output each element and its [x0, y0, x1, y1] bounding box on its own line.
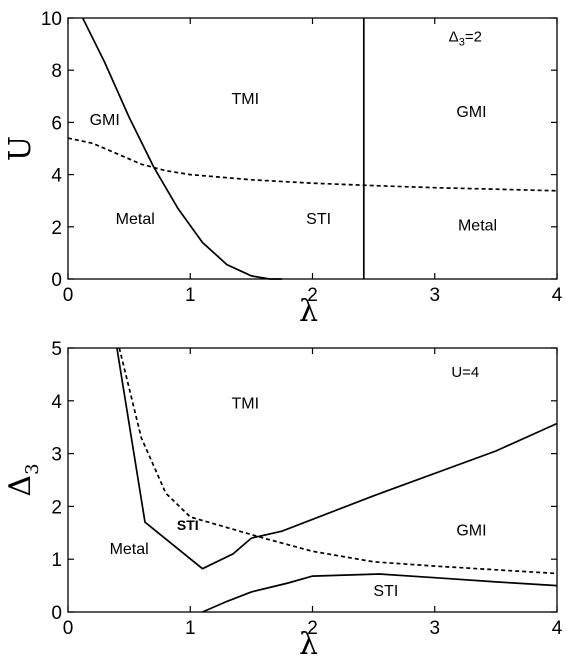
region-label-tmi: TMI [231, 91, 259, 108]
y-axis-label-main: Δ [3, 475, 38, 497]
annotation-value: =2 [465, 28, 482, 45]
annotation-main: U=4 [451, 364, 479, 381]
y-tick-label: 4 [51, 392, 62, 413]
region-label-sti: STI [373, 583, 398, 600]
y-tick-label: 6 [51, 113, 62, 134]
x-axis-label: λ [299, 294, 318, 329]
x-tick-label: 2 [307, 285, 318, 306]
phase-boundary-3-solid [202, 573, 558, 613]
x-tick-label: 1 [185, 618, 196, 639]
y-axis-label: Δ3 [3, 463, 43, 496]
phase-boundary-2-dashed [67, 137, 558, 192]
x-tick-label: 0 [63, 618, 74, 639]
y-tick-label: 5 [51, 339, 62, 360]
region-label-gmi: GMI [456, 104, 486, 121]
y-tick-label: 2 [51, 497, 62, 518]
y-axis-label-subscript: 3 [22, 463, 43, 474]
phase-boundary-1-solid [116, 347, 558, 570]
y-tick-label: 0 [51, 603, 62, 624]
region-label-gmi: GMI [456, 522, 486, 539]
x-tick-label: 4 [552, 285, 563, 306]
parameter-annotation: Δ3=2 [449, 28, 482, 48]
region-label-sti: STI [306, 211, 331, 228]
y-tick-label: 8 [51, 61, 62, 82]
x-tick-label: 3 [429, 285, 440, 306]
x-axis-label: λ [299, 627, 318, 662]
phase-boundary-1-solid [81, 17, 282, 280]
y-axis-label: U [3, 136, 38, 161]
region-label-tmi: TMI [231, 396, 259, 413]
region-label-metal: Metal [116, 211, 155, 228]
x-tick-label: 0 [63, 285, 74, 306]
x-tick-label: 1 [185, 285, 196, 306]
y-tick-label: 4 [51, 166, 62, 187]
region-label-gmi: GMI [90, 112, 120, 129]
y-tick-label: 3 [51, 445, 62, 466]
y-tick-label: 2 [51, 218, 62, 239]
phase-boundary-2-dashed [118, 347, 558, 575]
parameter-annotation: U=4 [451, 364, 479, 381]
region-label-metal: Metal [458, 218, 497, 235]
x-tick-label: 2 [307, 618, 318, 639]
y-tick-label: 0 [51, 270, 62, 291]
annotation-main: Δ [449, 28, 459, 45]
y-tick-label: 1 [51, 550, 62, 571]
y-tick-label: 10 [41, 9, 62, 30]
x-tick-label: 4 [552, 618, 563, 639]
region-label-sti: STI [177, 517, 199, 533]
x-tick-label: 3 [429, 618, 440, 639]
y-axis-label-main: U [3, 136, 38, 161]
region-label-metal: Metal [110, 541, 149, 558]
plot-frame [67, 17, 558, 280]
plot-frame [67, 347, 558, 613]
annotation-subscript: 3 [459, 36, 465, 48]
